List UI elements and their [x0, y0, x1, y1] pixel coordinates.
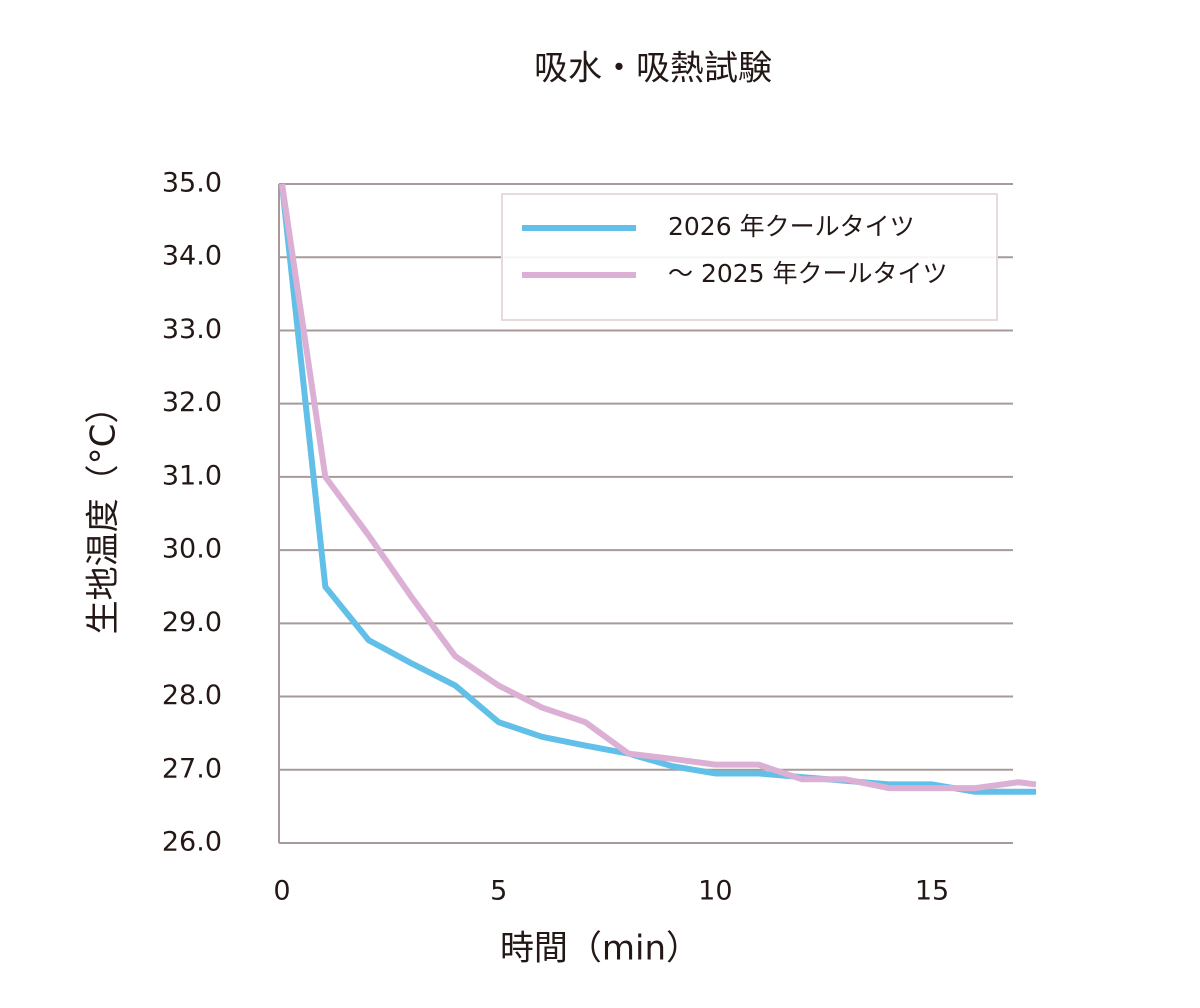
- y-tick-label: 26.0: [162, 827, 222, 858]
- y-tick-label: 29.0: [162, 607, 222, 638]
- chart-title: 吸水・吸熱試験: [534, 49, 772, 89]
- y-tick-label: 33.0: [162, 314, 222, 345]
- y-tick-label: 28.0: [162, 680, 222, 711]
- x-tick-label: 15: [915, 876, 949, 907]
- x-tick-label: 0: [273, 876, 290, 907]
- y-tick-label: 30.0: [162, 534, 222, 565]
- y-tick-label: 35.0: [162, 168, 222, 199]
- x-tick-label: 10: [698, 876, 732, 907]
- x-axis-label: 時間（min）: [500, 929, 700, 969]
- y-tick-label: 31.0: [162, 460, 222, 491]
- x-tick-label: 5: [490, 876, 507, 907]
- y-tick-label: 27.0: [162, 753, 222, 784]
- y-tick-label: 34.0: [162, 241, 222, 272]
- legend-label: ～ 2025 年クールタイツ: [668, 259, 948, 288]
- line: [279, 183, 1037, 792]
- y-axis-label: 生地温度（°C）: [84, 390, 124, 635]
- legend-box: [501, 193, 998, 321]
- y-tick-label: 32.0: [162, 387, 222, 418]
- line: [279, 183, 1036, 795]
- legend-label: 2026 年クールタイツ: [668, 212, 915, 241]
